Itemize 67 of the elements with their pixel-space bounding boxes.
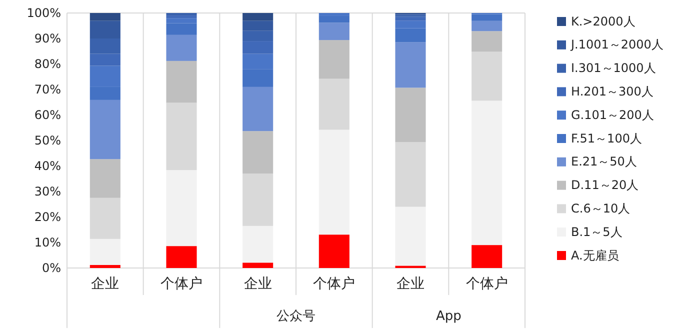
bar <box>472 245 502 268</box>
bar <box>90 20 120 38</box>
y-tick-label: 0% <box>42 260 61 275</box>
legend-label: J.1001～2000人 <box>570 38 664 52</box>
legend-label: E.21～50人 <box>571 154 637 169</box>
bar <box>472 52 502 101</box>
bar <box>166 60 197 103</box>
y-tick-label: 60% <box>34 108 61 122</box>
bar <box>166 246 197 268</box>
y-tick-label: 80% <box>34 56 61 71</box>
bar <box>472 20 502 32</box>
bar <box>318 22 350 40</box>
x-tick-label: 个体户 <box>466 276 508 292</box>
bar <box>166 34 197 61</box>
y-tick-label: 50% <box>34 133 61 148</box>
x-tick-label: 企业 <box>396 276 424 292</box>
legend-label: D.11～20人 <box>571 178 639 192</box>
y-tick-label: 70% <box>34 82 61 96</box>
bar <box>318 16 350 23</box>
legend-label: F.51～100人 <box>571 131 642 146</box>
bar <box>166 170 197 246</box>
legend-label: G.101～200人 <box>571 108 654 122</box>
x-tick-label: 个体户 <box>313 276 356 292</box>
bar <box>242 226 274 263</box>
bar <box>318 234 350 268</box>
y-tick-label: 30% <box>34 184 61 198</box>
bar <box>90 198 120 239</box>
bar <box>242 174 274 226</box>
bar <box>90 238 120 265</box>
bar <box>242 13 274 21</box>
bar <box>395 16 426 21</box>
legend-label: A.无雇员 <box>571 248 619 262</box>
legend-label: K.>2000人 <box>571 14 636 28</box>
bar <box>90 100 120 160</box>
text: App <box>436 309 462 324</box>
y-tick-label: 20% <box>34 210 61 224</box>
bar <box>472 100 502 246</box>
legend-label: B.1～5人 <box>571 224 622 239</box>
bar <box>395 206 426 266</box>
x-tick-label: 企业 <box>91 276 120 292</box>
x-tick-label: 个体户 <box>160 276 202 292</box>
bar <box>242 20 274 31</box>
x-tick-label: 企业 <box>244 276 272 292</box>
text: 公众号 <box>276 309 316 324</box>
bar <box>395 42 426 88</box>
bar <box>318 78 350 130</box>
y-tick-label: 100% <box>26 6 61 20</box>
bar <box>242 262 274 268</box>
bar <box>318 40 350 79</box>
bar <box>395 88 426 142</box>
legend-label: H.201～300人 <box>571 84 654 98</box>
bar <box>242 131 274 174</box>
bar <box>472 31 502 52</box>
bar <box>90 13 120 21</box>
bar <box>90 264 120 268</box>
bar <box>90 159 120 198</box>
bar <box>166 102 197 170</box>
bar <box>395 142 426 207</box>
bar <box>166 13 197 16</box>
bar <box>472 14 502 21</box>
y-tick-label: 10% <box>34 235 61 250</box>
y-tick-label: 40% <box>34 158 61 173</box>
legend-label: C.6～10人 <box>571 201 630 216</box>
bar <box>242 86 274 132</box>
legend-label: I.301～1000人 <box>571 61 656 76</box>
bar <box>318 130 350 235</box>
y-tick-label: 90% <box>34 31 61 46</box>
